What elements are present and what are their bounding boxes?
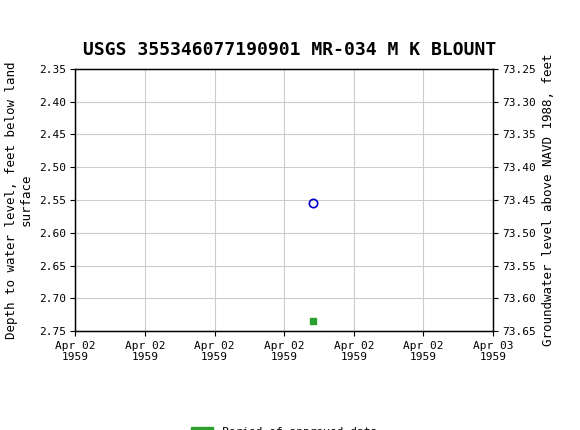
Y-axis label: Groundwater level above NAVD 1988, feet: Groundwater level above NAVD 1988, feet: [542, 54, 555, 346]
Y-axis label: Depth to water level, feet below land
surface: Depth to water level, feet below land su…: [5, 61, 33, 339]
Text: USGS 355346077190901 MR-034 M K BLOUNT: USGS 355346077190901 MR-034 M K BLOUNT: [84, 41, 496, 59]
Text: ▒USGS: ▒USGS: [12, 13, 78, 39]
Legend: Period of approved data: Period of approved data: [187, 422, 382, 430]
